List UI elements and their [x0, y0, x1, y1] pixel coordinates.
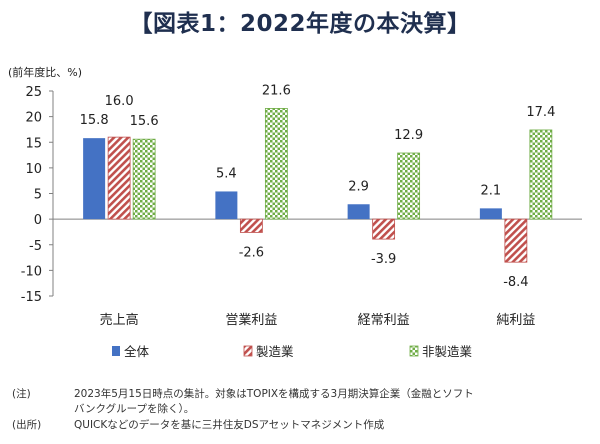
bar-non-manufacturing — [529, 129, 553, 220]
data-label: -2.6 — [239, 245, 264, 260]
note-tag: (注) — [12, 388, 31, 400]
legend-label: 全体 — [124, 344, 150, 359]
x-category-label: 経常利益 — [358, 313, 410, 328]
data-label: -8.4 — [503, 275, 528, 290]
bar-non-manufacturing — [132, 138, 156, 220]
data-label: 15.6 — [130, 114, 159, 129]
y-tick-label: 5 — [34, 188, 42, 203]
x-category-label: 純利益 — [496, 313, 535, 328]
legend-label: 製造業 — [256, 344, 294, 359]
data-label: -3.9 — [371, 252, 396, 267]
y-tick-label: 20 — [25, 111, 42, 126]
y-tick-label: 0 — [34, 213, 42, 228]
y-tick-label: -5 — [29, 239, 42, 254]
bar-total — [215, 191, 238, 220]
bar-chart: 25 20 15 10 5 0 -5 -10 -15 15.8 16.0 15.6 売上高 5.4 -2.… — [21, 83, 582, 359]
y-tick-label: 25 — [25, 85, 42, 100]
note-text: バンクグループを除く）。 — [74, 403, 195, 415]
legend-swatch — [409, 345, 419, 357]
data-label: 21.6 — [262, 83, 291, 98]
y-axis-unit-label: (前年度比、%) — [8, 66, 83, 79]
bar-non-manufacturing — [264, 108, 288, 220]
y-tick-label: 10 — [25, 162, 42, 177]
y-tick-label: -10 — [21, 264, 42, 279]
bar-non-manufacturing — [397, 152, 421, 220]
data-label: 17.4 — [526, 105, 555, 120]
source-tag: (出所) — [12, 419, 42, 431]
bar-total — [479, 208, 502, 220]
legend-label: 非製造業 — [422, 344, 473, 359]
y-tick-label: 15 — [25, 136, 42, 151]
data-label: 2.9 — [348, 179, 369, 194]
legend-swatch — [243, 345, 253, 357]
note-line-1: (注) 2023年5月15日時点の集計。対象はTOPIXを構成する3月期決算企業（… — [12, 386, 474, 401]
bar-manufacturing — [107, 136, 131, 220]
data-label: 5.4 — [216, 166, 237, 181]
source-line: (出所) QUICKなどのデータを基に三井住友DSアセットマネジメント作成 — [12, 417, 384, 432]
x-category-label: 売上高 — [100, 312, 139, 328]
bar-total — [347, 204, 370, 220]
bar-manufacturing — [504, 218, 528, 263]
source-text: QUICKなどのデータを基に三井住友DSアセットマネジメント作成 — [74, 419, 385, 431]
bar-manufacturing — [239, 218, 263, 233]
legend-swatch — [112, 346, 120, 356]
bar-manufacturing — [372, 218, 396, 240]
chart-title: 【図表1：2022年度の本決算】 — [129, 11, 471, 37]
x-category-label: 営業利益 — [225, 312, 277, 328]
data-label: 15.8 — [80, 113, 109, 128]
data-label: 2.1 — [481, 183, 502, 198]
note-text: 2023年5月15日時点の集計。対象はTOPIXを構成する3月期決算企業（金融と… — [74, 388, 474, 400]
note-line-2: バンクグループを除く）。 — [12, 401, 194, 416]
bar-total — [83, 138, 106, 220]
data-label: 16.0 — [105, 94, 134, 109]
data-label: 12.9 — [394, 128, 423, 143]
y-tick-label: -15 — [21, 290, 42, 305]
